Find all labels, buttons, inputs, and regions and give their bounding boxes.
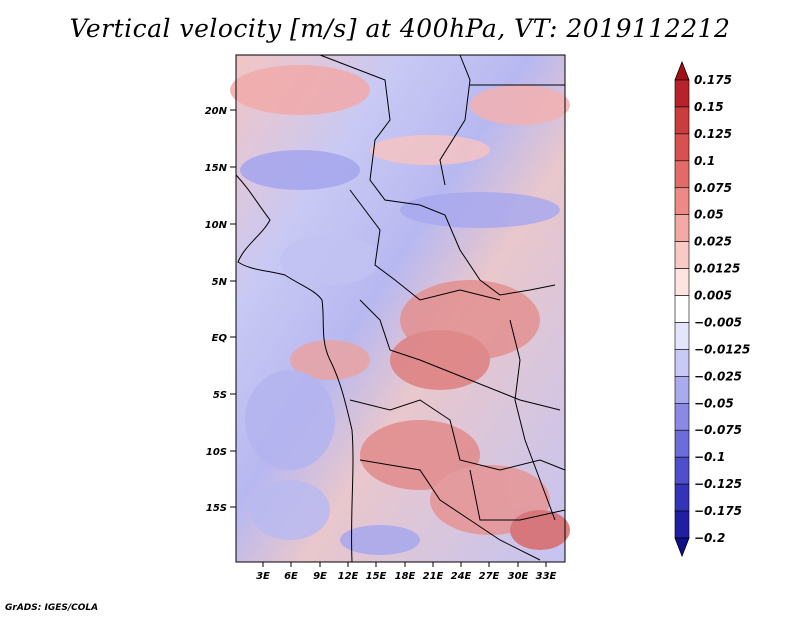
colorbar: 0.175 0.15 0.125 0.1 0.075 0.05 0.025 0.0125 0.0… bbox=[674, 60, 750, 558]
lon-axis: 3E 6E 9E 12E 15E 18E 21E 24E 27E 30E 33E bbox=[256, 562, 557, 582]
velocity-field bbox=[230, 65, 570, 555]
colorbar-label: 0.175 bbox=[694, 73, 732, 87]
colorbar-bottom-cap bbox=[674, 537, 690, 558]
lat-label: 15S bbox=[206, 503, 227, 514]
lat-label: 15N bbox=[205, 163, 228, 174]
lat-label: 5S bbox=[213, 390, 227, 401]
lat-label: 10N bbox=[205, 220, 228, 231]
chart-title: Vertical velocity [m/s] at 400hPa, VT: 2… bbox=[69, 14, 731, 43]
colorbar-label: 0.025 bbox=[694, 235, 732, 249]
colorbar-segment bbox=[674, 133, 690, 162]
colorbar-segment bbox=[674, 402, 690, 431]
lon-label: 30E bbox=[508, 571, 529, 582]
colorbar-segment bbox=[674, 349, 690, 377]
colorbar-label: −0.125 bbox=[694, 477, 742, 491]
footer-credit: GrADS: IGES/COLA bbox=[5, 603, 99, 613]
lon-label: 15E bbox=[366, 571, 387, 582]
colorbar-label: −0.05 bbox=[694, 396, 734, 410]
lon-label: 18E bbox=[395, 571, 416, 582]
colorbar-segment bbox=[674, 429, 690, 458]
country-borders bbox=[235, 54, 566, 563]
lat-label: 5N bbox=[212, 277, 228, 288]
lon-label: 21E bbox=[423, 571, 444, 582]
map-frame bbox=[235, 54, 566, 563]
colorbar-label: 0.15 bbox=[694, 100, 724, 114]
colorbar-segment bbox=[674, 160, 690, 189]
colorbar-segment bbox=[674, 295, 690, 323]
colorbar-label: −0.0125 bbox=[694, 342, 750, 356]
colorbar-label: −0.175 bbox=[694, 504, 742, 518]
lon-label: 27E bbox=[479, 571, 500, 582]
lat-label: EQ bbox=[212, 333, 228, 344]
lon-label: 24E bbox=[451, 571, 472, 582]
lon-label: 12E bbox=[338, 571, 359, 582]
colorbar-label: 0.1 bbox=[694, 154, 715, 168]
lat-axis: 20N 15N 10N 5N EQ 5S 10S 15S bbox=[205, 106, 236, 514]
colorbar-label: 0.125 bbox=[694, 127, 732, 141]
lon-label: 3E bbox=[256, 571, 270, 582]
colorbar-top-cap bbox=[674, 60, 690, 81]
colorbar-segment bbox=[674, 106, 690, 135]
colorbar-segment bbox=[674, 187, 690, 216]
colorbar-label: −0.075 bbox=[694, 423, 742, 437]
colorbar-segment bbox=[674, 510, 690, 539]
colorbar-segment bbox=[674, 268, 690, 296]
colorbar-label: 0.05 bbox=[694, 208, 724, 222]
colorbar-segment bbox=[674, 214, 690, 242]
colorbar-label: −0.2 bbox=[694, 531, 725, 545]
colorbar-segment bbox=[674, 456, 690, 485]
colorbar-segment bbox=[674, 79, 690, 108]
colorbar-label: 0.075 bbox=[694, 181, 732, 195]
colorbar-segment bbox=[674, 241, 690, 269]
lon-label: 9E bbox=[313, 571, 327, 582]
colorbar-label: −0.1 bbox=[694, 450, 725, 464]
lat-label: 10S bbox=[206, 447, 227, 458]
lat-label: 20N bbox=[205, 106, 228, 117]
colorbar-segment bbox=[674, 322, 690, 350]
colorbar-segment bbox=[674, 483, 690, 512]
colorbar-label: −0.005 bbox=[694, 315, 742, 329]
colorbar-label: 0.005 bbox=[694, 289, 732, 303]
colorbar-segment bbox=[674, 376, 690, 404]
lon-label: 33E bbox=[536, 571, 557, 582]
lon-label: 6E bbox=[284, 571, 298, 582]
map-panel bbox=[230, 54, 570, 563]
colorbar-label: 0.0125 bbox=[694, 262, 740, 276]
colorbar-label: −0.025 bbox=[694, 369, 742, 383]
